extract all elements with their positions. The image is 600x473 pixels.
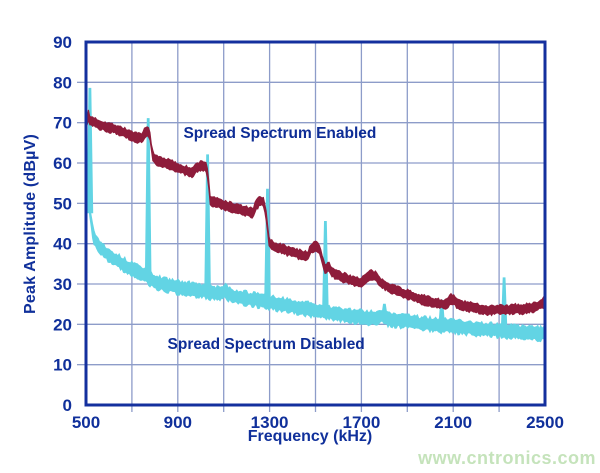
x-tick-label: 500 <box>72 413 100 432</box>
harmonic-spike <box>204 154 211 293</box>
plot-frame <box>84 40 547 407</box>
x-tick-label: 2500 <box>526 413 564 432</box>
y-axis-title: Peak Amplitude (dBµV) <box>22 134 39 314</box>
y-tick-label: 30 <box>53 275 72 294</box>
y-tick-label: 20 <box>53 315 72 334</box>
series-band-disabled <box>86 184 544 343</box>
x-tick-label: 2100 <box>434 413 472 432</box>
y-tick-label: 40 <box>53 235 72 254</box>
x-tick-label: 1700 <box>342 413 380 432</box>
harmonic-spike <box>264 188 271 303</box>
y-tick-label: 60 <box>53 154 72 173</box>
harmonic-spike <box>144 118 152 279</box>
y-tick-label: 50 <box>53 194 72 213</box>
harmonic-spike <box>500 277 508 332</box>
x-axis-title: Frequency (kHz) <box>247 428 373 445</box>
y-tick-label: 70 <box>53 114 72 133</box>
y-tick-label: 0 <box>63 396 72 415</box>
harmonic-spike <box>86 87 94 214</box>
annotation-spread-spectrum-enabled: Spread Spectrum Enabled <box>183 124 377 142</box>
y-tick-label: 90 <box>53 33 72 52</box>
harmonic-spike <box>381 303 388 318</box>
y-tick-label: 80 <box>53 73 72 92</box>
x-tick-label: 900 <box>164 413 192 432</box>
annotation-spread-spectrum-disabled: Spread Spectrum Disabled <box>167 335 365 353</box>
y-tick-label: 10 <box>53 356 72 375</box>
series-band-enabled <box>86 109 544 317</box>
watermark-text: www.cntronics.com <box>418 448 596 468</box>
x-tick-label: 1300 <box>251 413 289 432</box>
